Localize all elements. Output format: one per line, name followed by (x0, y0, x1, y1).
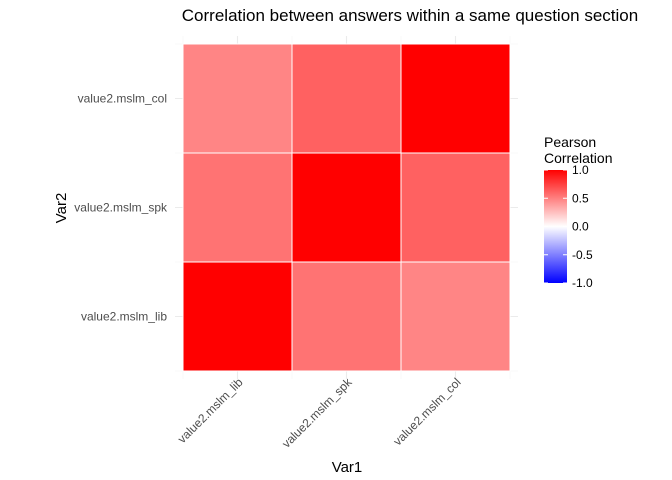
legend-tick-label: -0.5 (572, 248, 593, 262)
x-tick-label: value2.mslm_lib (175, 375, 246, 446)
color-legend: Pearson Correlation 1.0 0.5 0.0 -0.5 -1.0 (544, 134, 612, 290)
legend-tick-label: 0.0 (572, 220, 589, 234)
legend-title-line-1: Pearson (544, 134, 596, 150)
x-tick-labels: value2.mslm_lib value2.mslm_spk value2.msl… (175, 375, 464, 451)
y-tick-label: value2.mslm_col (78, 92, 167, 106)
chart-title: Correlation between answers within a sam… (182, 6, 638, 25)
heatmap-tile (182, 152, 293, 263)
heatmap-tile (291, 261, 402, 372)
heatmap-tile (400, 261, 511, 372)
heatmap-tile (182, 43, 293, 154)
heatmap-tile (291, 152, 402, 263)
y-tick-labels: value2.mslm_lib value2.mslm_spk value2.msl… (74, 92, 168, 324)
y-axis-title: Var2 (53, 193, 70, 224)
heatmap-tile (400, 152, 511, 263)
x-tick-label: value2.mslm_spk (279, 375, 355, 451)
legend-tick-label: 1.0 (572, 163, 589, 177)
legend-colorbar (544, 170, 567, 283)
y-tick-label: value2.mslm_spk (74, 201, 168, 215)
heatmap-tile (400, 43, 511, 154)
x-tick-label: value2.mslm_col (391, 375, 464, 448)
legend-title-line-2: Correlation (544, 150, 612, 166)
legend-ticks: 1.0 0.5 0.0 -0.5 -1.0 (544, 163, 593, 290)
heatmap-tile (291, 43, 402, 154)
heatmap-tile (182, 261, 293, 372)
heatmap-tiles (182, 43, 511, 372)
x-axis-title: Var1 (332, 459, 363, 476)
y-tick-label: value2.mslm_lib (81, 310, 167, 324)
legend-tick-label: 0.5 (572, 191, 589, 205)
legend-tick-label: -1.0 (572, 276, 593, 290)
